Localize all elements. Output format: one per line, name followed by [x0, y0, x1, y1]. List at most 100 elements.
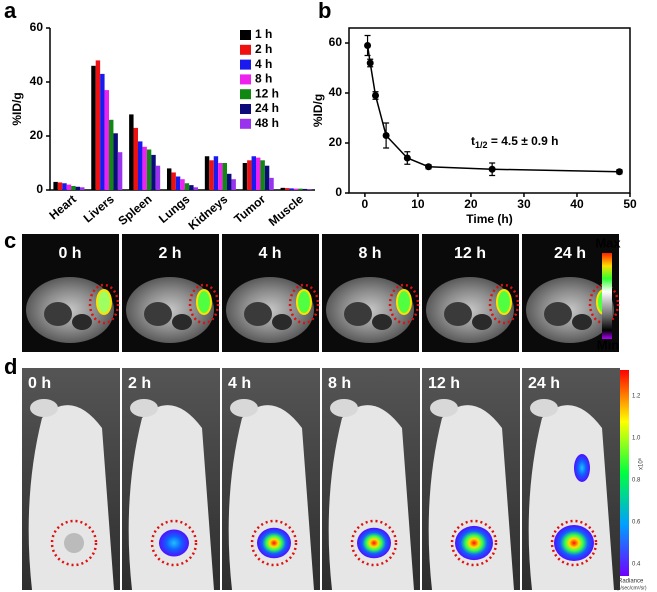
time-label: 0 h — [28, 375, 51, 392]
x-tick-label: Tumor — [231, 192, 268, 226]
signal — [574, 454, 590, 482]
tumor-outline — [550, 519, 598, 567]
tumor-signal — [296, 289, 312, 315]
mri-organ — [372, 314, 392, 330]
bar — [146, 149, 152, 190]
bar — [280, 187, 285, 190]
bar — [218, 163, 223, 190]
bar — [298, 188, 303, 190]
bar — [175, 176, 181, 190]
bar — [53, 181, 58, 190]
panel-label: b — [318, 0, 331, 23]
bar — [269, 177, 274, 190]
bar — [91, 65, 96, 190]
mouse-body — [28, 405, 115, 590]
bar — [66, 184, 72, 190]
panel-label: a — [4, 0, 17, 23]
x-tick-label: Livers — [81, 192, 117, 226]
mouse-body — [428, 405, 514, 590]
x-tick-label: Muscle — [266, 192, 306, 229]
time-label: 2 h — [128, 375, 151, 392]
colorbar — [602, 253, 612, 339]
legend-swatch — [240, 89, 251, 100]
colorbar-title: Radiance — [618, 579, 644, 585]
bar — [151, 154, 156, 190]
signal — [159, 529, 189, 557]
bar — [247, 160, 252, 190]
annotation-part: t — [471, 134, 475, 148]
bar — [293, 188, 299, 190]
time-label: 0 h — [58, 245, 81, 262]
point — [364, 42, 372, 49]
colorbar — [620, 370, 629, 576]
y-tick-label: 40 — [329, 85, 343, 99]
x-tick-label: Kidneys — [186, 192, 231, 233]
mri-organ — [472, 314, 492, 330]
time-label: 24 h — [528, 375, 560, 392]
y-tick-label: 40 — [30, 74, 44, 88]
bar — [109, 119, 114, 190]
mouse-ear — [230, 399, 258, 417]
legend-label: 12 h — [255, 86, 279, 100]
annotation: t1/2 = 4.5 ± 0.9 h — [471, 134, 558, 150]
mri-organ — [172, 314, 192, 330]
bar — [204, 156, 210, 190]
bar — [100, 73, 105, 190]
bar — [222, 163, 228, 190]
x-axis-label: Time (h) — [466, 212, 512, 226]
point — [488, 165, 496, 173]
bar — [171, 172, 176, 190]
point — [372, 92, 380, 99]
colorbar-tick-label: 0.4 — [632, 562, 641, 568]
tumor-signal — [196, 289, 212, 315]
bar — [264, 165, 270, 190]
x-tick-label: Spleen — [115, 192, 154, 228]
bar — [289, 188, 294, 190]
point — [615, 168, 623, 176]
mri-organ — [144, 302, 172, 326]
point — [425, 163, 433, 171]
signal — [357, 527, 391, 559]
mri-organ — [344, 302, 372, 326]
mouse-body — [328, 405, 414, 590]
colorbar-max: Max — [595, 235, 621, 250]
line — [366, 45, 620, 173]
legend-swatch — [240, 44, 251, 55]
legend-swatch — [240, 30, 251, 40]
mri-organ — [72, 314, 92, 330]
time-label: 8 h — [358, 245, 381, 262]
bar — [231, 179, 236, 190]
mri-organ — [272, 314, 292, 330]
bar — [137, 141, 143, 190]
bar — [213, 156, 219, 190]
tumor-outline — [88, 283, 120, 325]
annotation-part: 1/2 — [475, 140, 488, 150]
bar — [260, 160, 265, 190]
x-tick-label: 40 — [570, 197, 584, 211]
y-tick-label: 20 — [30, 128, 44, 142]
tumor-outline — [50, 519, 98, 567]
bar — [142, 146, 147, 190]
x-tick-label: Heart — [46, 192, 79, 222]
time-label: 12 h — [454, 245, 486, 262]
bar — [80, 187, 85, 190]
tumor-outline — [288, 283, 320, 325]
mri-organ — [244, 302, 272, 326]
colorbar-unit: x10⁶ — [638, 457, 645, 470]
tumor-outline — [350, 519, 398, 567]
colorbar-tick-label: 0.6 — [632, 520, 641, 526]
time-label: 4 h — [228, 375, 251, 392]
bar — [104, 90, 110, 190]
point — [366, 59, 374, 67]
bar — [284, 188, 290, 190]
bar — [71, 185, 76, 190]
colorbar-min: Min — [597, 337, 619, 352]
time-label: 24 h — [554, 245, 586, 262]
tumor-signal — [96, 289, 112, 315]
annotation-part: = 4.5 ± 0.9 h — [488, 134, 559, 148]
bar — [255, 157, 261, 190]
mri-organ — [444, 302, 472, 326]
legend-swatch — [240, 118, 251, 129]
legend-label: 24 h — [255, 101, 279, 115]
